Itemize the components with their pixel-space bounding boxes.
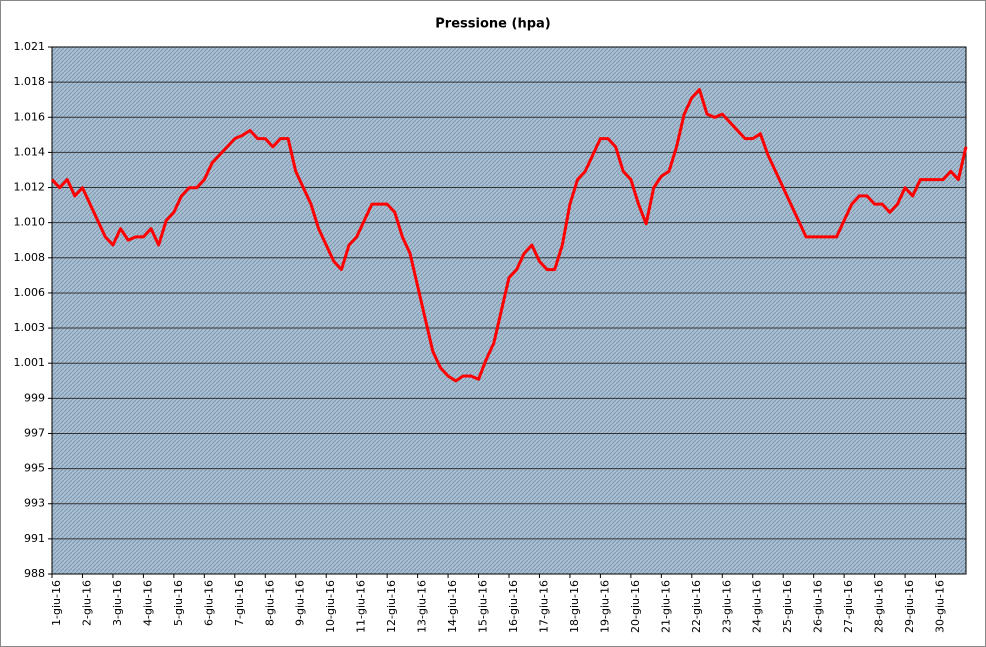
x-tick-label: 4-giu-16 <box>141 580 154 626</box>
chart-title: Pressione (hpa) <box>435 17 550 32</box>
y-tick-label: 991 <box>24 532 45 545</box>
x-tick-label: 30-giu-16 <box>934 580 947 633</box>
y-tick-label: 1.012 <box>14 181 46 194</box>
x-tick-label: 14-giu-16 <box>446 580 459 633</box>
x-tick-label: 27-giu-16 <box>842 580 855 633</box>
x-tick-label: 7-giu-16 <box>233 580 246 626</box>
y-tick-label: 988 <box>24 567 45 580</box>
x-tick-label: 6-giu-16 <box>202 580 215 626</box>
x-tick-label: 26-giu-16 <box>812 580 825 633</box>
y-tick-label: 1.003 <box>14 321 46 334</box>
x-tick-label: 20-giu-16 <box>629 580 642 633</box>
x-tick-label: 12-giu-16 <box>385 580 398 633</box>
y-tick-label: 999 <box>24 391 45 404</box>
y-tick-label: 1.014 <box>14 145 46 158</box>
y-tick-label: 1.008 <box>14 251 46 264</box>
x-tick-label: 13-giu-16 <box>416 580 429 633</box>
x-tick-label: 24-giu-16 <box>751 580 764 633</box>
x-tick-label: 19-giu-16 <box>598 580 611 633</box>
x-tick-label: 22-giu-16 <box>690 580 703 633</box>
y-tick-label: 993 <box>24 497 45 510</box>
plot-frame <box>51 46 967 575</box>
x-tick-label: 3-giu-16 <box>111 580 124 626</box>
plot-area <box>52 47 966 574</box>
y-tick-label: 1.006 <box>14 286 46 299</box>
y-tick-label: 1.001 <box>14 356 46 369</box>
x-tick-label: 18-giu-16 <box>568 580 581 633</box>
x-tick-label: 15-giu-16 <box>477 580 490 633</box>
x-tick-label: 9-giu-16 <box>294 580 307 626</box>
x-tick-label: 10-giu-16 <box>324 580 337 633</box>
x-tick-label: 21-giu-16 <box>659 580 672 633</box>
y-tick-label: 1.016 <box>14 110 46 123</box>
x-tick-label: 29-giu-16 <box>903 580 916 633</box>
x-tick-label: 8-giu-16 <box>263 580 276 626</box>
x-tick-label: 1-giu-16 <box>50 580 63 626</box>
x-tick-label: 23-giu-16 <box>720 580 733 633</box>
x-tick-label: 17-giu-16 <box>537 580 550 633</box>
x-tick-label: 25-giu-16 <box>781 580 794 633</box>
x-tick-label: 2-giu-16 <box>80 580 93 626</box>
y-tick-label: 1.021 <box>14 40 46 53</box>
x-tick-label: 16-giu-16 <box>507 580 520 633</box>
y-tick-label: 995 <box>24 462 45 475</box>
y-tick-label: 1.018 <box>14 75 46 88</box>
x-tick-label: 5-giu-16 <box>172 580 185 626</box>
data-line <box>50 88 968 383</box>
y-tick-label: 1.010 <box>14 216 46 229</box>
x-tick-label: 11-giu-16 <box>355 580 368 633</box>
y-tick-label: 997 <box>24 426 45 439</box>
x-tick-label: 28-giu-16 <box>873 580 886 633</box>
